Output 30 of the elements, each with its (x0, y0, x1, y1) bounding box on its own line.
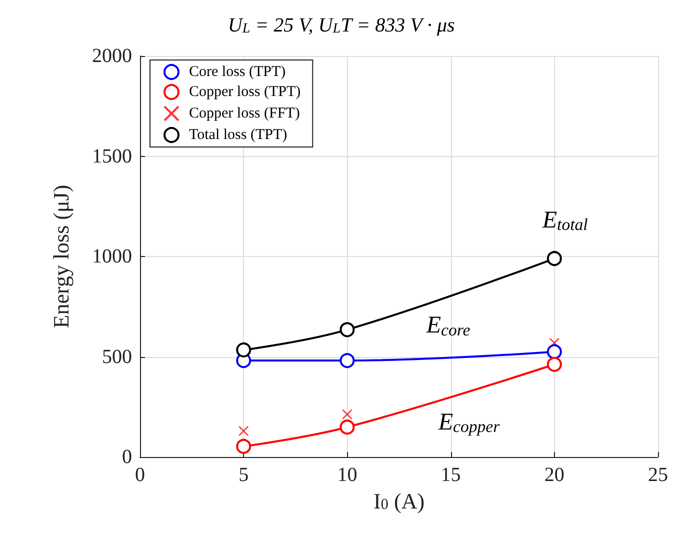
y-tick-label: 1500 (92, 145, 132, 168)
x-tick-label: 25 (648, 464, 668, 486)
point (238, 426, 249, 436)
y-tick-label: 1000 (92, 246, 132, 268)
y-tick-label: 0 (122, 446, 132, 468)
x-axis-title: I0 (A) (373, 488, 425, 514)
legend-label: Total loss (TPT) (189, 127, 288, 143)
x-tick-label: 20 (544, 464, 564, 486)
point (546, 251, 562, 266)
annotation: Ecopper (437, 409, 500, 436)
point (236, 342, 252, 358)
annotation: Etotal (541, 208, 588, 234)
point (236, 438, 252, 454)
point (342, 409, 352, 420)
legend-label: Copper loss (FFT) (189, 106, 300, 122)
x-tick-label: 5 (238, 464, 249, 486)
point (546, 344, 562, 360)
y-tick-label: 500 (102, 346, 132, 368)
legend-label: Copper loss (TPT) (189, 84, 301, 100)
x-tick-label: 10 (337, 464, 358, 486)
point (546, 356, 562, 372)
annotation: Ecore (425, 312, 471, 340)
point (340, 322, 355, 338)
y-tick-label: 2000 (92, 45, 132, 67)
chart-title: UL = 25 V, ULT = 833 V · μs (228, 14, 455, 36)
legend-label: Core loss (TPT) (189, 64, 286, 80)
x-tick-label: 15 (440, 464, 461, 486)
point (340, 420, 355, 435)
point (340, 353, 355, 368)
y-axis-title: Energy loss (μJ) (48, 184, 74, 328)
